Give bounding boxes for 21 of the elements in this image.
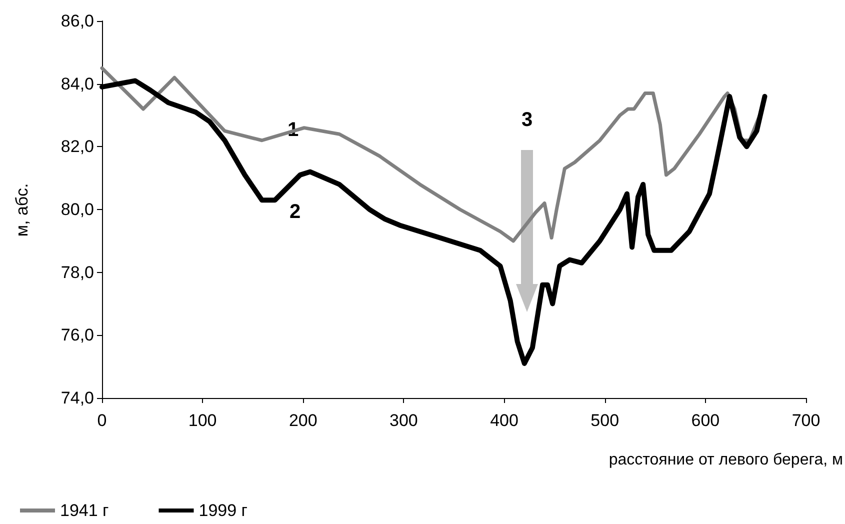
x-tick-label: 600 — [691, 411, 720, 430]
y-tick-label: 84,0 — [60, 74, 94, 94]
annotation: 3 — [521, 109, 533, 131]
y-tick-label: 80,0 — [60, 200, 94, 219]
x-tick-label: 300 — [390, 411, 418, 430]
x-tick-label: 700 — [792, 411, 820, 430]
x-tick-label: 200 — [288, 411, 318, 430]
legend-label: 1999 г — [198, 501, 248, 520]
x-axis-title: расстояние от левого берега, м — [608, 452, 844, 468]
y-tick-label: 78,0 — [60, 262, 94, 282]
x-tick-label: 100 — [188, 411, 217, 430]
y-axis-title: м, абс. — [12, 183, 32, 237]
annotation: 2 — [289, 201, 301, 223]
x-tick-label: 0 — [97, 411, 107, 430]
y-tick-label: 82,0 — [60, 137, 94, 156]
y-tick-label: 76,0 — [60, 326, 94, 345]
legend-label: 1941 г — [60, 501, 109, 520]
y-tick-label: 86,0 — [60, 12, 94, 30]
x-tick-label: 500 — [590, 411, 620, 430]
x-tick-label: 400 — [490, 411, 518, 430]
y-tick-label: 74,0 — [60, 388, 94, 408]
